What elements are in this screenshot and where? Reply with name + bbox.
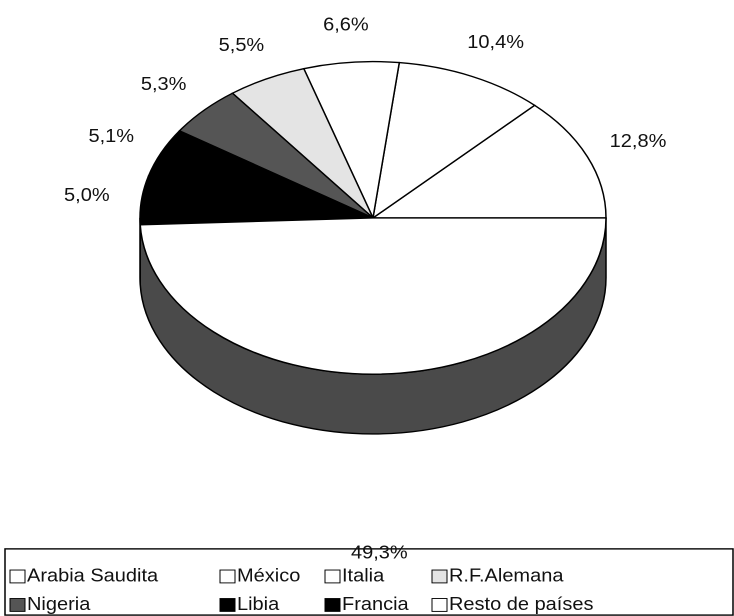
pie-slice (139, 217, 607, 375)
data-label: 5,3% (141, 75, 187, 95)
legend-label: México (237, 566, 300, 586)
data-label: 49,3% (351, 543, 408, 563)
data-label: 12,8% (610, 132, 667, 152)
legend-label: Francia (342, 595, 409, 615)
legend-swatch (9, 569, 26, 584)
data-label: 5,1% (88, 127, 134, 147)
legend-swatch (219, 598, 236, 612)
data-label: 6,6% (323, 15, 369, 35)
legend-label: Libia (237, 595, 280, 615)
data-label: 5,0% (64, 186, 110, 206)
legend-label: Arabia Saudita (27, 566, 158, 586)
legend-label: Nigeria (27, 595, 91, 615)
legend-box (4, 548, 734, 616)
legend-swatch (324, 569, 341, 584)
legend-swatch (324, 598, 341, 612)
data-label: 10,4% (467, 33, 524, 53)
legend-swatch (9, 598, 26, 612)
legend-label: Italia (342, 566, 385, 586)
legend-swatch (219, 569, 236, 584)
data-label: 5,5% (219, 36, 265, 56)
legend-label: Resto de países (449, 595, 593, 615)
legend-swatch (431, 569, 448, 584)
legend-label: R.F.Alemana (449, 566, 564, 586)
pie-slice (371, 61, 536, 220)
pie-slice (370, 104, 607, 219)
legend-swatch (431, 598, 448, 612)
